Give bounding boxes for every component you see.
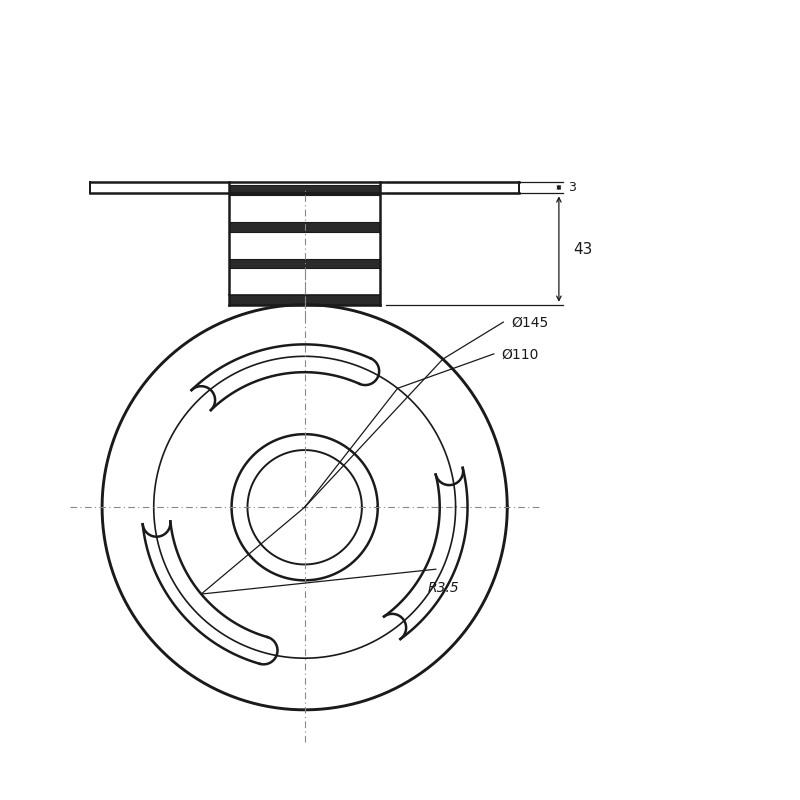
Text: Ø110: Ø110 bbox=[502, 348, 539, 362]
Text: 3: 3 bbox=[569, 181, 576, 194]
Text: Ø145: Ø145 bbox=[511, 316, 549, 330]
Text: R3.5: R3.5 bbox=[428, 581, 459, 595]
Text: 43: 43 bbox=[573, 242, 593, 257]
